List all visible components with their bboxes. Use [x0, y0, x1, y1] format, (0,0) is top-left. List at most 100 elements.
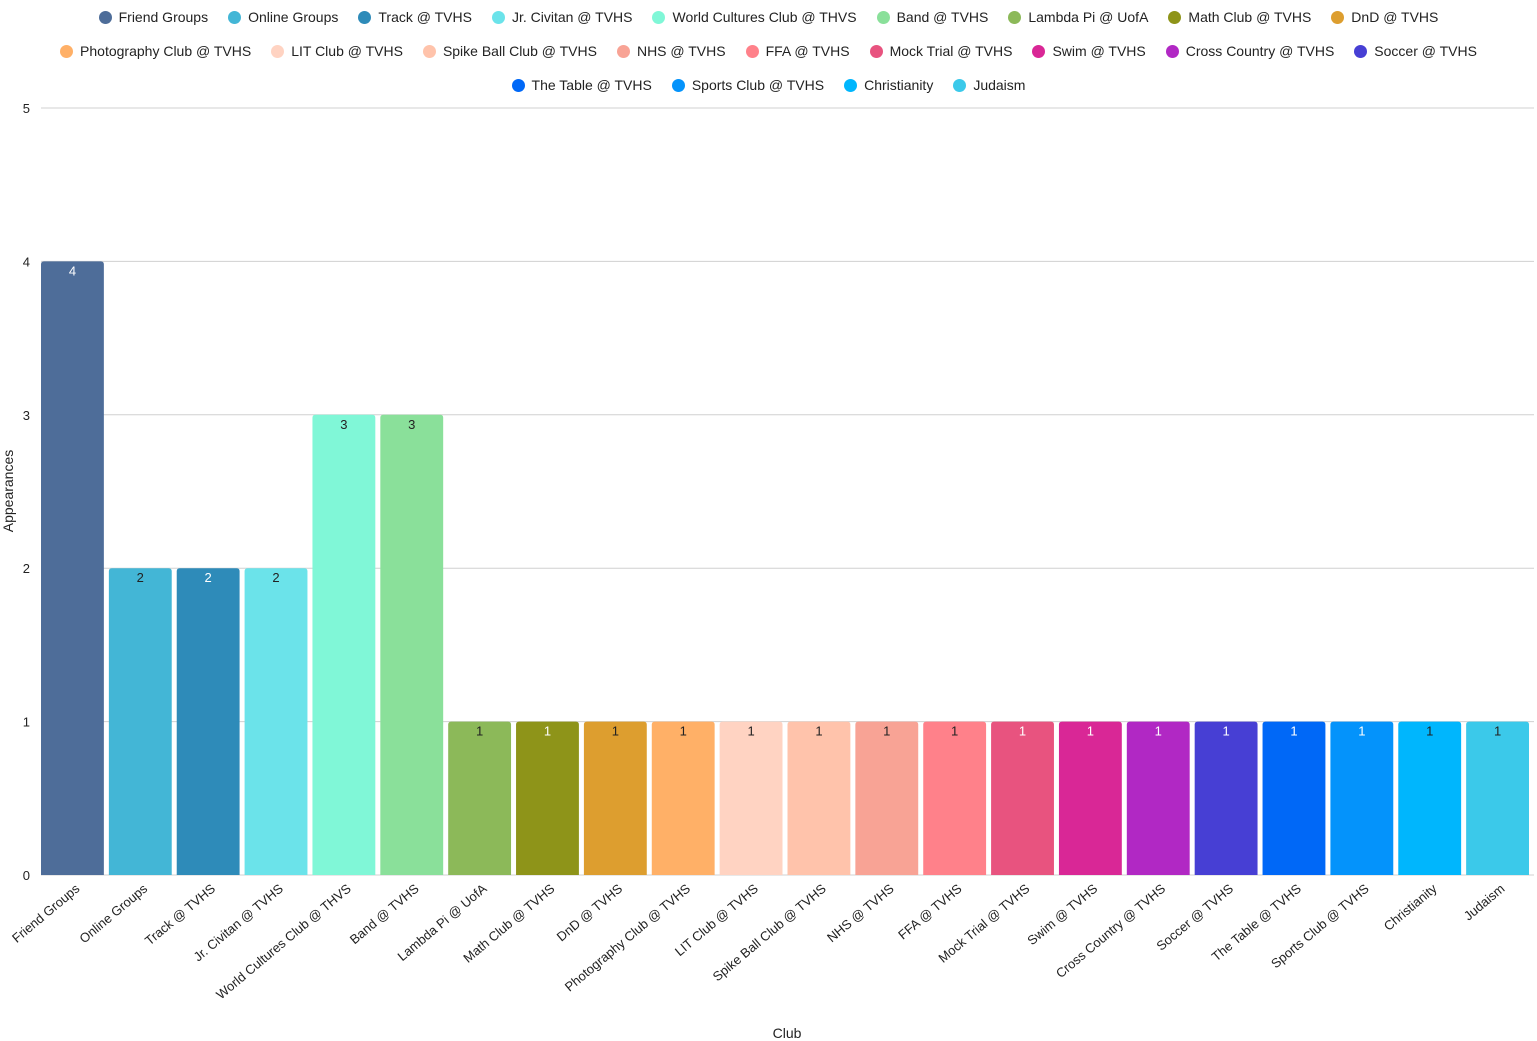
bar: [991, 721, 1054, 875]
legend-label: The Table @ TVHS: [531, 77, 652, 93]
y-axis-title: Appearances: [0, 450, 16, 533]
legend-label: Math Club @ TVHS: [1188, 9, 1312, 25]
bar: [651, 721, 715, 875]
legend-label: Christianity: [864, 77, 934, 93]
data-label: 1: [1290, 724, 1297, 739]
legend-item: Judaism: [953, 77, 1025, 93]
legend-swatch: [1165, 44, 1179, 58]
y-tick-label: 4: [23, 254, 30, 269]
data-label: 1: [951, 724, 958, 739]
legend-item: Photography Club @ TVHS: [60, 43, 251, 59]
x-tick-label: Band @ TVHS: [347, 881, 422, 947]
x-tick-label: FFA @ TVHS: [895, 881, 965, 943]
data-label: 1: [680, 724, 687, 739]
legend-item: Lambda Pi @ UofA: [1008, 9, 1148, 25]
x-tick-label: Spike Ball Club @ TVHS: [710, 881, 829, 985]
legend-item: Soccer @ TVHS: [1354, 43, 1477, 59]
bar: [41, 261, 104, 875]
legend-row: The Table @ TVHS Sports Club @ TVHS Christ…: [0, 68, 1537, 102]
bar: [176, 568, 240, 875]
legend-swatch: [1032, 44, 1046, 58]
legend-label: Mock Trial @ TVHS: [889, 43, 1013, 59]
x-tick-label: NHS @ TVHS: [824, 881, 897, 946]
legend-item: Sports Club @ TVHS: [671, 77, 825, 93]
x-tick-label: Online Groups: [76, 880, 150, 946]
bar: [1058, 721, 1122, 875]
data-label: 1: [883, 724, 890, 739]
legend-label: Sports Club @ TVHS: [691, 77, 825, 93]
bar: [855, 721, 919, 875]
data-label: 3: [408, 417, 415, 432]
legend-swatch: [511, 78, 525, 92]
data-label: 1: [1155, 724, 1162, 739]
chart-legend: Friend Groups Online Groups Track @ TVHS Jr…: [0, 0, 1537, 102]
legend-swatch: [876, 10, 890, 24]
legend-label: Band @ TVHS: [896, 9, 989, 25]
bar: [1330, 721, 1394, 875]
legend-item: Cross Country @ TVHS: [1165, 43, 1335, 59]
data-label: 1: [1087, 724, 1094, 739]
data-label: 2: [137, 570, 144, 585]
y-tick-label: 5: [23, 101, 30, 116]
y-tick-label: 0: [23, 868, 30, 883]
bar: [1194, 721, 1258, 875]
legend-item: Jr. Civitan @ TVHS: [491, 9, 632, 25]
legend-label: Online Groups: [248, 9, 339, 25]
bar: [1262, 721, 1326, 875]
y-tick-label: 3: [23, 408, 30, 423]
data-label: 1: [1358, 724, 1365, 739]
legend-item: The Table @ TVHS: [511, 77, 652, 93]
data-label: 1: [476, 724, 483, 739]
legend-label: FFA @ TVHS: [765, 43, 850, 59]
legend-label: NHS @ TVHS: [636, 43, 726, 59]
legend-swatch: [422, 44, 436, 58]
legend-item: Track @ TVHS: [358, 9, 472, 25]
legend-swatch: [953, 78, 967, 92]
data-label: 2: [205, 570, 212, 585]
bar: [1466, 721, 1529, 875]
legend-swatch: [616, 44, 630, 58]
bar: [1398, 721, 1462, 875]
legend-item: Christianity: [844, 77, 933, 93]
x-axis-title: Club: [773, 1025, 802, 1041]
data-label: 3: [340, 417, 347, 432]
data-label: 2: [272, 570, 279, 585]
legend-item: Spike Ball Club @ TVHS: [422, 43, 597, 59]
legend-label: DnD @ TVHS: [1351, 9, 1439, 25]
bar: [244, 568, 308, 875]
legend-label: Track @ TVHS: [378, 9, 472, 25]
data-label: 1: [1019, 724, 1026, 739]
legend-label: Cross Country @ TVHS: [1185, 43, 1335, 59]
data-label: 4: [69, 263, 76, 278]
legend-item: Swim @ TVHS: [1032, 43, 1146, 59]
legend-swatch: [652, 10, 666, 24]
legend-swatch: [1331, 10, 1345, 24]
data-label: 1: [747, 724, 754, 739]
data-label: 1: [815, 724, 822, 739]
legend-item: Mock Trial @ TVHS: [869, 43, 1013, 59]
legend-label: World Cultures Club @ THVS: [672, 9, 857, 25]
legend-label: Photography Club @ TVHS: [80, 43, 252, 59]
data-label: 1: [544, 724, 551, 739]
legend-swatch: [1008, 10, 1022, 24]
legend-swatch: [60, 44, 74, 58]
data-label: 1: [612, 724, 619, 739]
legend-swatch: [1354, 44, 1368, 58]
legend-swatch: [98, 10, 112, 24]
x-tick-label: Christianity: [1381, 880, 1440, 933]
legend-item: Friend Groups: [98, 9, 208, 25]
bar: [923, 721, 987, 875]
legend-label: Spike Ball Club @ TVHS: [442, 43, 597, 59]
legend-label: Lambda Pi @ UofA: [1028, 9, 1149, 25]
bar: [448, 721, 512, 875]
bar: [787, 721, 851, 875]
legend-swatch: [671, 78, 685, 92]
bar: [1126, 721, 1190, 875]
legend-item: Math Club @ TVHS: [1168, 9, 1311, 25]
legend-item: LIT Club @ TVHS: [271, 43, 403, 59]
legend-item: Band @ TVHS: [876, 9, 989, 25]
legend-label: LIT Club @ TVHS: [291, 43, 403, 59]
x-tick-label: Photography Club @ TVHS: [562, 881, 694, 995]
